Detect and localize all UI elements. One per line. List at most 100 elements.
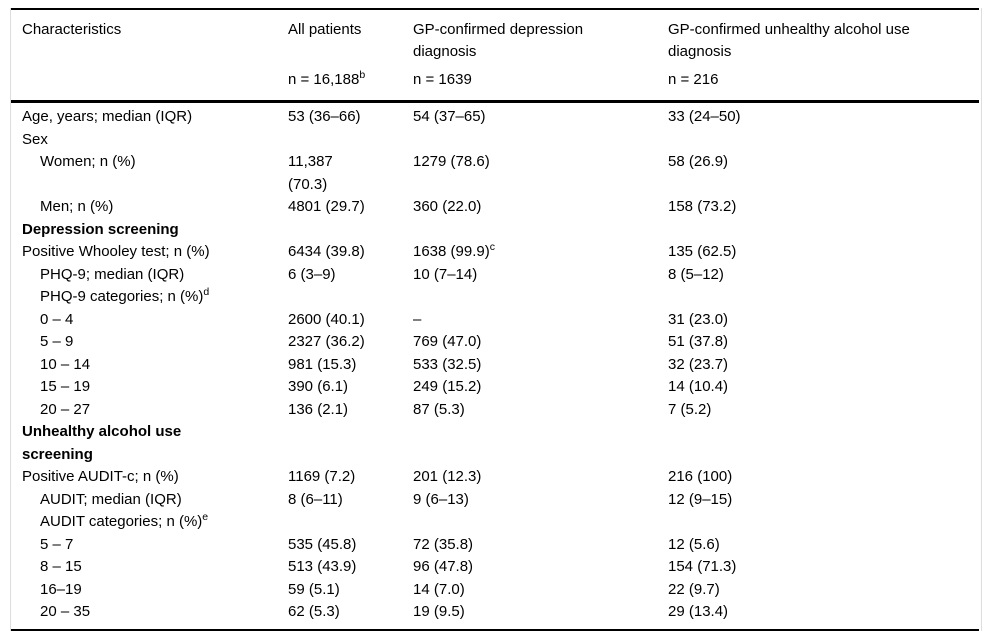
table-row: Sex bbox=[11, 129, 979, 152]
row-label: Unhealthy alcohol use screening bbox=[22, 423, 182, 463]
footnote-marker-c: c bbox=[489, 241, 495, 254]
cell-alcohol: 154 (71.3) bbox=[668, 558, 737, 576]
footnote-marker-b: b bbox=[359, 68, 366, 81]
col-header-alcohol: GP-confirmed unhealthy alcohol use diagn… bbox=[668, 21, 910, 61]
n-depression: n = 1639 bbox=[413, 70, 472, 88]
row-label: Women; n (%) bbox=[40, 153, 136, 171]
cell-depression: 72 (35.8) bbox=[413, 535, 474, 553]
cell-all-patients: 535 (45.8) bbox=[288, 535, 357, 553]
table-row: 0 – 4 2600 (40.1) – 31 (23.0) bbox=[11, 309, 979, 332]
cell-all-patients: 62 (5.3) bbox=[288, 603, 340, 621]
cell-depression bbox=[413, 421, 668, 466]
row-label: 20 – 35 bbox=[40, 603, 91, 621]
table-row: 15 – 19 390 (6.1) 249 (15.2) 14 (10.4) bbox=[11, 376, 979, 399]
cell-all-patients: 136 (2.1) bbox=[288, 400, 349, 418]
characteristics-table: Characteristics All patients GP-confirme… bbox=[11, 8, 979, 631]
cell-all-patients: 4801 (29.7) bbox=[288, 198, 365, 216]
cell-depression: 1279 (78.6) bbox=[413, 153, 490, 171]
cell-all-patients: 6434 (39.8) bbox=[288, 243, 365, 261]
col-header-depression: GP-confirmed depression diagnosis bbox=[413, 21, 584, 61]
cell-depression: 96 (47.8) bbox=[413, 558, 474, 576]
table-body: Age, years; median (IQR) 53 (36–66) 54 (37… bbox=[11, 102, 979, 630]
cell-alcohol: 58 (26.9) bbox=[668, 153, 729, 171]
cell-all-patients bbox=[288, 219, 413, 242]
table-row: PHQ-9; median (IQR) 6 (3–9) 10 (7–14) 8 (5–… bbox=[11, 264, 979, 287]
table-row: Positive AUDIT-c; n (%) 1169 (7.2) 201 (12… bbox=[11, 466, 979, 489]
cell-all-patients: 6 (3–9) bbox=[288, 265, 336, 283]
row-label: AUDIT; median (IQR) bbox=[40, 490, 182, 508]
header-label-row: Characteristics All patients GP-confirme… bbox=[11, 9, 979, 64]
n-alcohol: n = 216 bbox=[668, 70, 719, 88]
cell-alcohol: 7 (5.2) bbox=[668, 400, 712, 418]
table-row: Depression screening bbox=[11, 219, 979, 242]
cell-alcohol bbox=[668, 421, 979, 466]
n-value: n = 16,188 bbox=[288, 70, 360, 88]
table-row: PHQ-9 categories; n (%)d bbox=[11, 286, 979, 309]
cell-depression: – bbox=[413, 310, 422, 328]
row-label: 15 – 19 bbox=[40, 378, 91, 396]
cell-all-patients: 981 (15.3) bbox=[288, 355, 357, 373]
cell-all-patients bbox=[288, 421, 413, 466]
row-label: 16–19 bbox=[40, 580, 82, 598]
cell-all-patients bbox=[288, 129, 413, 152]
cell-depression: 533 (32.5) bbox=[413, 355, 482, 373]
cell-all-patients bbox=[288, 286, 413, 309]
cell-depression: 19 (9.5) bbox=[413, 603, 465, 621]
cell-depression bbox=[413, 129, 668, 152]
cell-alcohol bbox=[668, 219, 979, 242]
row-label: Positive Whooley test; n (%) bbox=[22, 243, 210, 261]
cell-all-patients: 11,387 (70.3) bbox=[288, 153, 333, 193]
cell-depression: 201 (12.3) bbox=[413, 468, 482, 486]
cell-all-patients: 53 (36–66) bbox=[288, 108, 361, 126]
header-n-row: n = 16,188b n = 1639 n = 216 bbox=[11, 64, 979, 102]
table-row: 10 – 14 981 (15.3) 533 (32.5) 32 (23.7) bbox=[11, 354, 979, 377]
cell-depression: 769 (47.0) bbox=[413, 333, 482, 351]
cell-alcohol: 216 (100) bbox=[668, 468, 733, 486]
cell-alcohol: 8 (5–12) bbox=[668, 265, 724, 283]
cell-depression: 54 (37–65) bbox=[413, 108, 486, 126]
row-label: Age, years; median (IQR) bbox=[22, 108, 193, 126]
table-row: AUDIT; median (IQR) 8 (6–11) 9 (6–13) 12 (9… bbox=[11, 489, 979, 512]
row-label: AUDIT categories; n (%)e bbox=[40, 511, 209, 531]
cell-depression: 87 (5.3) bbox=[413, 400, 465, 418]
cell-depression: 14 (7.0) bbox=[413, 580, 465, 598]
cell-all-patients: 2327 (36.2) bbox=[288, 333, 365, 351]
cell-depression bbox=[413, 511, 668, 534]
cell-alcohol: 29 (13.4) bbox=[668, 603, 729, 621]
cell-alcohol bbox=[668, 129, 979, 152]
cell-alcohol: 158 (73.2) bbox=[668, 198, 737, 216]
table-row: Positive Whooley test; n (%) 6434 (39.8) 1… bbox=[11, 241, 979, 264]
table-row: 8 – 15 513 (43.9) 96 (47.8) 154 (71.3) bbox=[11, 556, 979, 579]
cell-alcohol: 12 (9–15) bbox=[668, 490, 733, 508]
row-label: Men; n (%) bbox=[40, 198, 114, 216]
cell-alcohol: 12 (5.6) bbox=[668, 535, 720, 553]
table-row: 20 – 27 136 (2.1) 87 (5.3) 7 (5.2) bbox=[11, 399, 979, 422]
col-header-characteristics: Characteristics bbox=[22, 21, 122, 38]
row-label: 10 – 14 bbox=[40, 355, 91, 373]
cell-depression: 1638 (99.9)c bbox=[413, 241, 495, 261]
cell-alcohol: 135 (62.5) bbox=[668, 243, 737, 261]
cell-alcohol: 51 (37.8) bbox=[668, 333, 729, 351]
cell-alcohol: 14 (10.4) bbox=[668, 378, 729, 396]
cell-all-patients: 1169 (7.2) bbox=[288, 468, 356, 486]
table-row: 16–19 59 (5.1) 14 (7.0) 22 (9.7) bbox=[11, 579, 979, 602]
table-header: Characteristics All patients GP-confirme… bbox=[11, 9, 979, 102]
col-header-all-patients: All patients bbox=[288, 21, 362, 38]
cell-all-patients: 390 (6.1) bbox=[288, 378, 349, 396]
cell-depression: 9 (6–13) bbox=[413, 490, 469, 508]
row-label: Positive AUDIT-c; n (%) bbox=[22, 468, 179, 486]
cell-depression: 249 (15.2) bbox=[413, 378, 482, 396]
table-row: Age, years; median (IQR) 53 (36–66) 54 (37… bbox=[11, 102, 979, 129]
patient-characteristics-table: Characteristics All patients GP-confirme… bbox=[10, 8, 982, 631]
table-row: 5 – 9 2327 (36.2) 769 (47.0) 51 (37.8) bbox=[11, 331, 979, 354]
cell-all-patients: 8 (6–11) bbox=[288, 490, 343, 508]
table-row: 5 – 7 535 (45.8) 72 (35.8) 12 (5.6) bbox=[11, 534, 979, 557]
table-row: Men; n (%) 4801 (29.7) 360 (22.0) 158 (73.2… bbox=[11, 196, 979, 219]
footnote-marker-d: d bbox=[203, 286, 210, 299]
row-label: 0 – 4 bbox=[40, 310, 74, 328]
cell-alcohol bbox=[668, 511, 979, 534]
row-label: PHQ-9 categories; n (%)d bbox=[40, 286, 210, 306]
row-label: 8 – 15 bbox=[40, 558, 82, 576]
cell-all-patients: 513 (43.9) bbox=[288, 558, 357, 576]
cell-depression: 360 (22.0) bbox=[413, 198, 482, 216]
